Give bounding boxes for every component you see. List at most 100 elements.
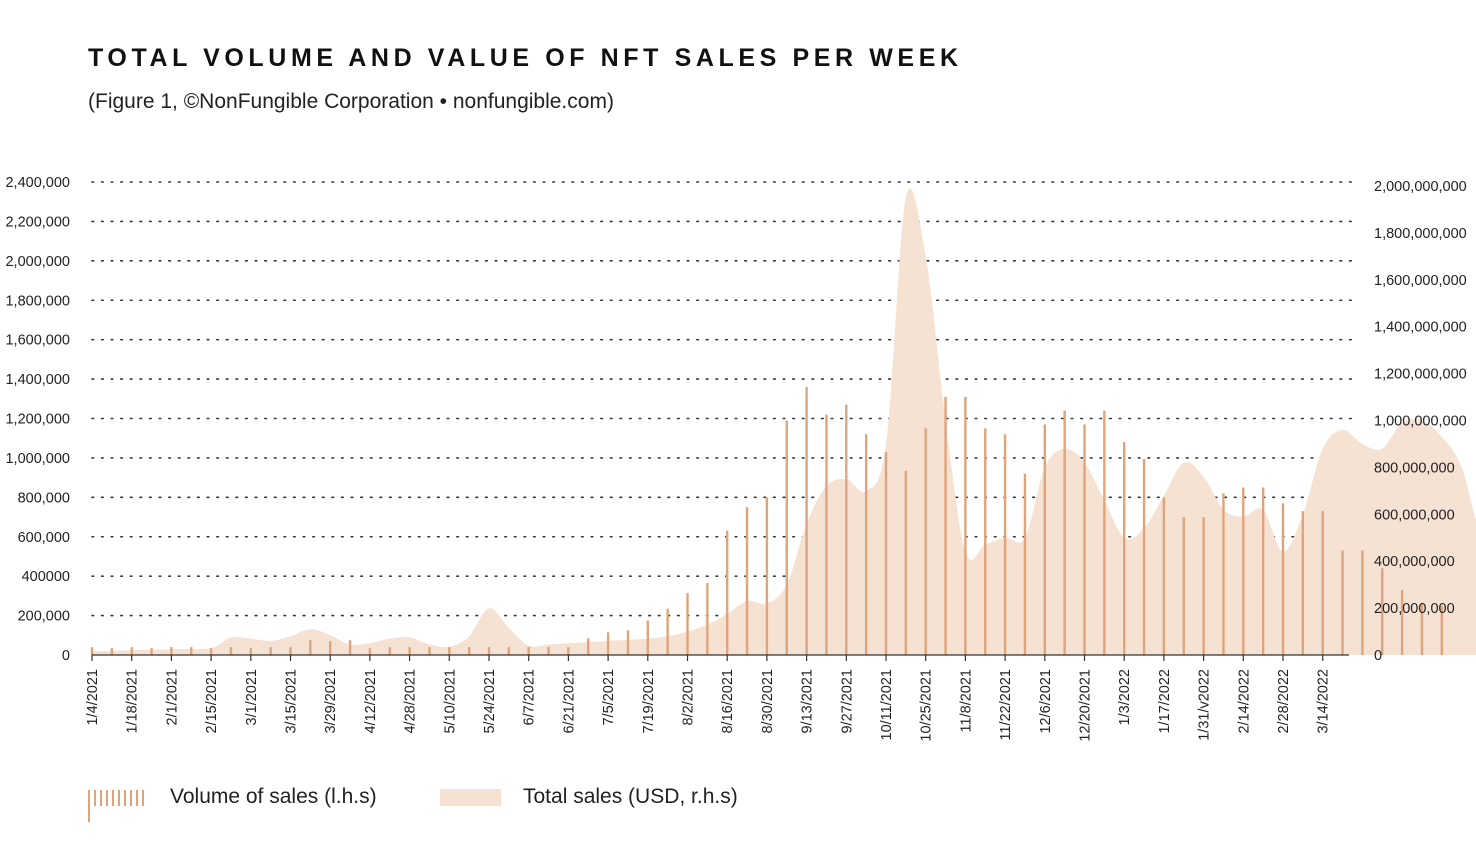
x-axis-tick-label: 3/15/2021 xyxy=(284,669,300,734)
legend-volume-swatch-stripe xyxy=(136,790,138,806)
legend-volume-swatch-stripe xyxy=(94,790,96,806)
x-axis-tick-label: 1/3/2022 xyxy=(1117,669,1133,725)
volume-bar xyxy=(1301,511,1305,655)
x-axis-tick-label: 11/8/2021 xyxy=(958,669,974,732)
right-axis-tick-label: 0 xyxy=(1374,648,1382,664)
x-axis-tick-label: 1/17/2022 xyxy=(1157,669,1173,734)
volume-bar xyxy=(1023,473,1027,655)
volume-bar xyxy=(924,428,927,655)
x-axis-tick-label: 2/15/2021 xyxy=(204,669,220,734)
x-axis-tick-label: 9/13/2021 xyxy=(800,669,816,734)
volume-bar xyxy=(964,396,967,655)
volume-bar xyxy=(289,647,292,655)
volume-bar xyxy=(745,507,749,655)
x-axis-tick-label: 12/6/2021 xyxy=(1038,669,1054,734)
volume-bar xyxy=(765,497,769,655)
left-axis-tick-label: 0 xyxy=(62,648,70,664)
volume-bar xyxy=(606,632,610,655)
legend-value-swatch xyxy=(440,789,501,806)
legend-volume-swatch-stripe xyxy=(124,790,126,806)
x-axis-tick-label: 3/29/2021 xyxy=(323,669,339,734)
volume-bar xyxy=(626,630,630,655)
chart-title: TOTAL VOLUME AND VALUE OF NFT SALES PER … xyxy=(88,44,963,72)
right-axis-tick-label: 2,000,000,000 xyxy=(1374,179,1467,195)
volume-bar xyxy=(1202,517,1205,655)
right-axis-tick-label: 200,000,000 xyxy=(1374,601,1455,617)
volume-bar xyxy=(1440,605,1443,655)
x-axis-tick-label: 10/25/2021 xyxy=(919,669,935,742)
legend-value-label: Total sales (USD, r.h.s) xyxy=(523,785,738,808)
right-axis-tick-label: 1,000,000,000 xyxy=(1374,414,1467,430)
legend-volume-swatch-stripe xyxy=(88,806,90,822)
left-axis-tick-label: 1,000,000 xyxy=(5,451,70,467)
volume-bar xyxy=(110,648,114,655)
volume-bar xyxy=(944,396,947,655)
legend-volume-swatch xyxy=(88,790,150,822)
volume-bar xyxy=(547,647,550,655)
left-axis-tick-label: 2,000,000 xyxy=(5,254,70,270)
volume-bar xyxy=(368,648,372,655)
x-axis-tick-label: 10/11/2021 xyxy=(879,669,895,741)
x-axis-tick-label: 1/31/v2022 xyxy=(1197,669,1213,741)
volume-bar xyxy=(1281,503,1285,655)
legend-volume-swatch-stripe xyxy=(100,790,102,806)
volume-bar xyxy=(1222,493,1225,655)
x-axis-tick-label: 1/4/2021 xyxy=(85,669,101,725)
right-axis-tick-label: 400,000,000 xyxy=(1374,554,1455,570)
x-axis-tick-label: 4/28/2021 xyxy=(403,669,419,734)
volume-bar xyxy=(229,647,233,655)
volume-bar xyxy=(904,470,908,655)
left-axis-tick-label: 1,800,000 xyxy=(5,293,70,309)
volume-bar xyxy=(686,592,689,655)
volume-bar xyxy=(805,386,808,655)
left-axis-tick-label: 600,000 xyxy=(18,530,70,546)
volume-bar xyxy=(249,648,252,655)
x-axis-tick-label: 9/27/2021 xyxy=(839,669,855,734)
x-axis-tick-label: 3/14/2022 xyxy=(1316,669,1332,734)
volume-bar xyxy=(1142,458,1146,655)
left-axis-tick-label: 1,600,000 xyxy=(5,333,70,349)
volume-bar xyxy=(1043,424,1046,655)
volume-bar xyxy=(130,647,133,655)
left-axis-tick-label: 2,200,000 xyxy=(5,214,70,230)
x-axis-tick-label: 12/20/2021 xyxy=(1078,669,1094,742)
volume-bar xyxy=(1182,517,1185,655)
volume-bar xyxy=(467,647,471,655)
volume-bar xyxy=(170,647,173,655)
left-axis-tick-label: 400000 xyxy=(22,569,70,585)
volume-bar xyxy=(448,647,451,655)
volume-bar xyxy=(90,647,94,655)
x-axis-tick-label: 4/12/2021 xyxy=(363,669,379,734)
x-axis-tick-label: 6/21/2021 xyxy=(561,669,577,734)
volume-bar xyxy=(726,530,729,655)
volume-bar xyxy=(1003,434,1007,655)
left-axis-tick-label: 1,200,000 xyxy=(5,412,70,428)
left-axis-tick-label: 1,400,000 xyxy=(5,372,70,388)
chart-subtitle: (Figure 1, ©NonFungible Corporation • no… xyxy=(88,90,614,113)
x-axis-tick-label: 11/22/2021 xyxy=(998,669,1014,741)
volume-bar xyxy=(864,434,868,655)
volume-bar xyxy=(527,647,530,655)
volume-bar xyxy=(1242,487,1245,655)
volume-bar xyxy=(1321,511,1324,655)
volume-bar xyxy=(487,647,491,655)
volume-bar xyxy=(646,620,649,655)
volume-bar xyxy=(567,647,570,655)
x-axis-tick-label: 5/10/2021 xyxy=(442,669,458,734)
volume-bar xyxy=(507,647,511,655)
x-axis-tick-label: 8/2/2021 xyxy=(681,669,697,725)
volume-bar xyxy=(408,647,411,655)
volume-bar xyxy=(706,583,709,655)
right-axis-tick-label: 1,800,000,000 xyxy=(1374,226,1467,242)
x-axis-tick-label: 2/1/2021 xyxy=(164,669,180,725)
volume-bar xyxy=(190,647,193,655)
volume-bar xyxy=(884,452,888,655)
volume-bar xyxy=(269,647,272,655)
left-axis-tick-label: 800,000 xyxy=(18,490,70,506)
legend-volume-swatch-stripe xyxy=(112,790,114,806)
volume-bar xyxy=(845,404,848,655)
right-axis-tick-label: 1,600,000,000 xyxy=(1374,273,1467,289)
legend-volume-swatch-stripe xyxy=(130,790,132,806)
volume-bar xyxy=(1123,442,1126,655)
legend-volume-swatch-stripe xyxy=(118,790,120,806)
